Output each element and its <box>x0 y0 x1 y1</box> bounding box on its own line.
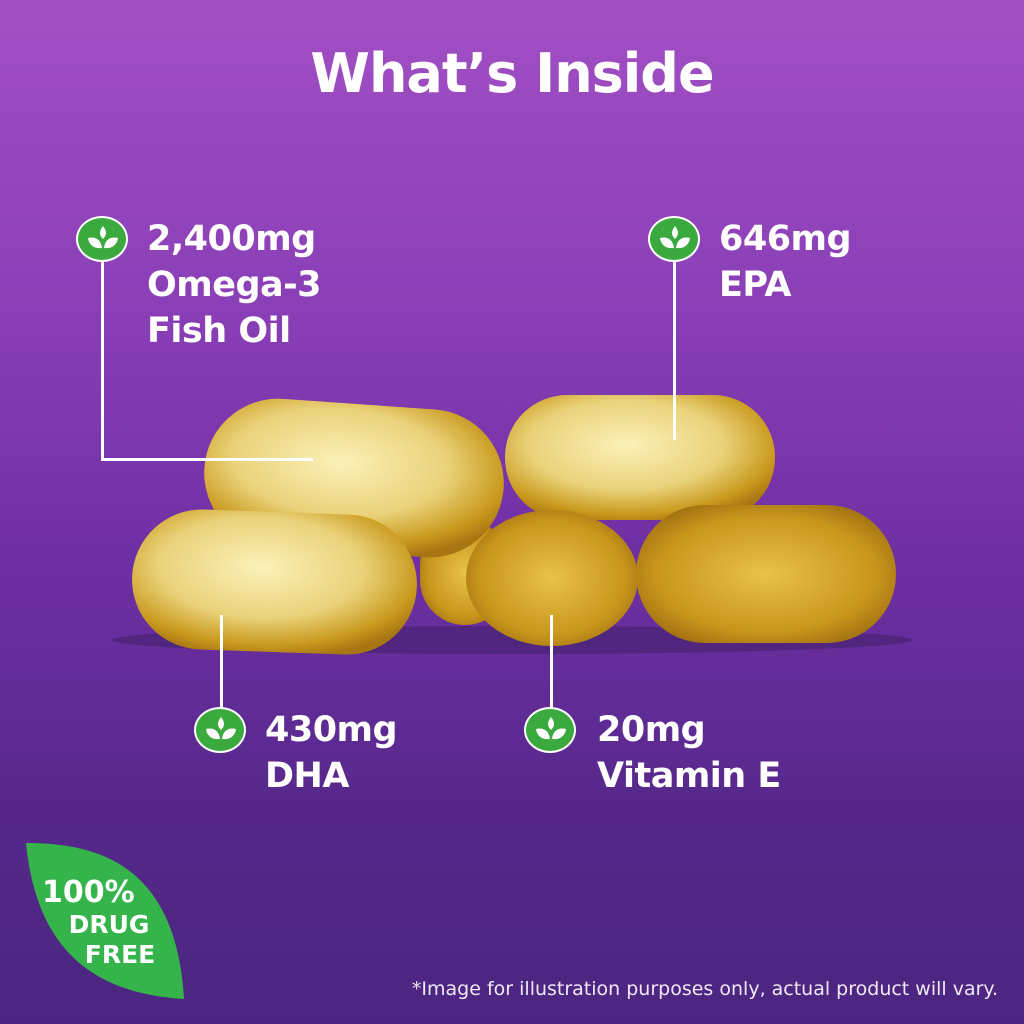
disclaimer-text: *Image for illustration purposes only, a… <box>411 978 998 1000</box>
callout-amount: 2,400mg <box>147 219 316 259</box>
callout-name: Omega-3 <box>147 265 322 305</box>
callout-vitamin-e: 20mg Vitamin E <box>597 707 781 799</box>
leaf-sprout-icon <box>524 707 576 753</box>
connector-line <box>673 260 676 440</box>
callout-name: DHA <box>265 756 349 796</box>
callout-amount: 646mg <box>719 219 852 259</box>
connector-line <box>101 260 104 460</box>
connector-line <box>220 615 223 710</box>
callout-name: Fish Oil <box>147 311 291 351</box>
leaf-sprout-icon <box>76 216 128 262</box>
connector-line <box>101 458 313 461</box>
callout-name: Vitamin E <box>597 756 781 796</box>
callout-amount: 430mg <box>265 710 398 750</box>
drug-free-leaf-badge <box>26 843 184 999</box>
connector-line <box>550 615 553 710</box>
drug-free-badge-text: 100% DRUG FREE <box>42 875 156 970</box>
callout-epa: 646mg EPA <box>719 216 852 308</box>
callout-name: EPA <box>719 265 791 305</box>
callout-amount: 20mg <box>597 710 706 750</box>
leaf-sprout-icon <box>194 707 246 753</box>
callout-omega3: 2,400mg Omega-3 Fish Oil <box>147 216 322 354</box>
page-title: What’s Inside <box>310 42 714 105</box>
callout-dha: 430mg DHA <box>265 707 398 799</box>
leaf-sprout-icon <box>648 216 700 262</box>
